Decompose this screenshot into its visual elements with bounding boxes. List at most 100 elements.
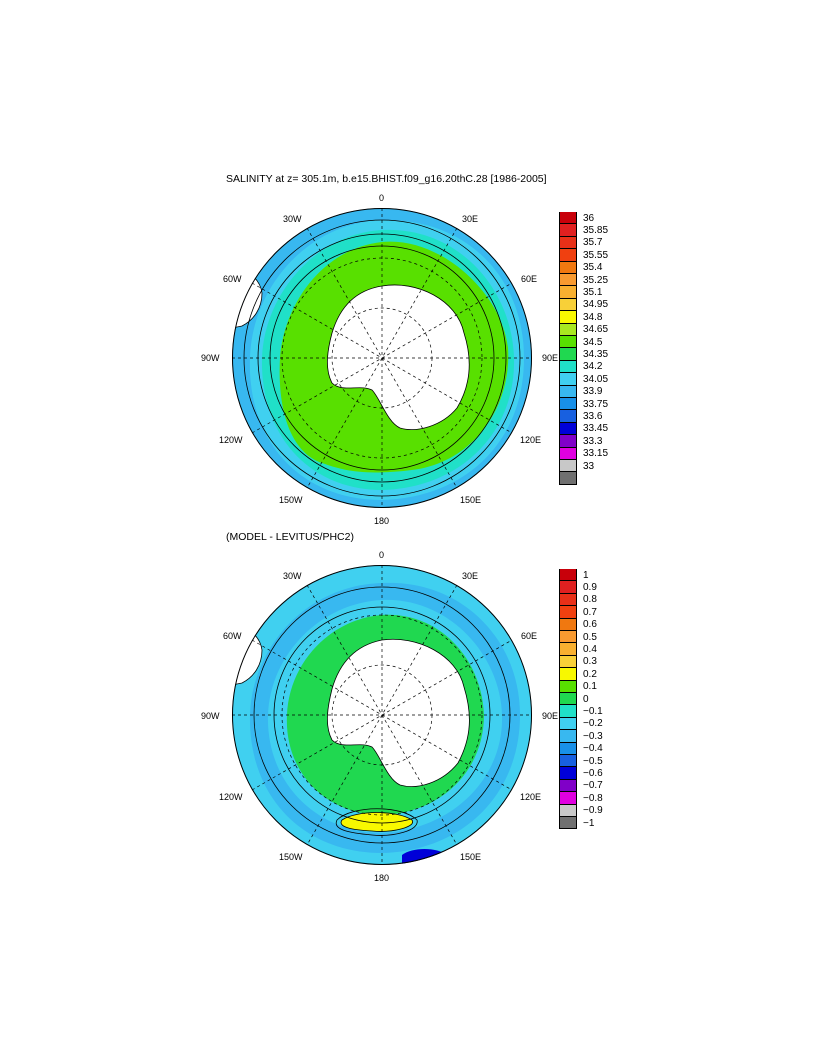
colorbar-box (560, 581, 576, 594)
colorbar-level-label: 0.7 (583, 606, 597, 618)
colorbar-box (560, 569, 576, 582)
colorbar-level-label: 0.4 (583, 643, 597, 655)
colorbar-level-label: 34.35 (583, 348, 609, 360)
map2-lon-60w: 60W (223, 631, 242, 641)
map2-positive-anomaly (340, 812, 413, 832)
map1-lon-90e: 90E (542, 353, 559, 363)
colorbar-level-label: 0.3 (583, 656, 597, 668)
colorbar-box (560, 631, 576, 644)
colorbar-level-label: 33.6 (583, 410, 603, 422)
colorbar-box (560, 249, 576, 262)
map2-lon-60e: 60E (521, 631, 538, 641)
colorbar-level-label: 0.6 (583, 619, 597, 631)
colorbar-box (560, 693, 576, 706)
colorbar-box (560, 618, 576, 631)
colorbar-level-label: −0.5 (583, 755, 603, 767)
colorbar-box (560, 792, 576, 805)
colorbar-level-label: 34.8 (583, 311, 603, 323)
colorbar-box (560, 817, 576, 830)
map1-lon-60w: 60W (223, 274, 242, 284)
colorbar-box (560, 336, 576, 349)
map2-lon-150e: 150E (460, 852, 482, 862)
colorbar-level-label: 0.8 (583, 594, 597, 606)
colorbar-box (560, 460, 576, 473)
map2-antarctica (327, 638, 470, 787)
colorbar-level-label: 35.7 (583, 237, 603, 249)
colorbar-box (560, 593, 576, 607)
colorbar-box (560, 286, 576, 299)
colorbar-box (560, 348, 576, 361)
colorbar-level-label: 33.45 (583, 423, 609, 435)
map2-lon-30w: 30W (283, 571, 302, 581)
colorbar-box (560, 680, 576, 693)
colorbar-level-label: 35.25 (583, 274, 609, 286)
colorbar-level-label: 35.85 (583, 224, 609, 236)
colorbar-level-label: −0.3 (583, 730, 603, 742)
colorbar-box (560, 373, 576, 386)
colorbar-box (560, 274, 576, 287)
map2-lon-150w: 150W (279, 852, 303, 862)
map1-lon-180: 180 (374, 516, 390, 526)
map2-polar-plot (232, 565, 532, 865)
colorbar-level-label: 34.65 (583, 324, 609, 336)
colorbar-box (560, 236, 576, 250)
colorbar-level-label: 0 (583, 693, 589, 705)
map2-title: (MODEL - LEVITUS/PHC2) (226, 531, 354, 543)
colorbar-box (560, 410, 576, 423)
map1-lon-150w: 150W (279, 495, 303, 505)
colorbar-box (560, 730, 576, 743)
colorbar-box (560, 705, 576, 718)
colorbar-box (560, 261, 576, 274)
colorbar-box (560, 655, 576, 669)
colorbar-level-label: −0.9 (583, 805, 603, 817)
map1-title: SALINITY at z= 305.1m, b.e15.BHIST.f09_g… (226, 173, 547, 185)
colorbar-box (560, 435, 576, 448)
colorbar-box (560, 298, 576, 312)
colorbar-level-label: 34.2 (583, 361, 603, 373)
map1-lon-60e: 60E (521, 274, 538, 284)
colorbar-level-label: 35.4 (583, 262, 603, 274)
colorbar-level-label: −0.2 (583, 718, 603, 730)
colorbar-level-label: 33.15 (583, 448, 609, 460)
colorbar-level-label: −0.8 (583, 792, 603, 804)
colorbar-level-label: 33.9 (583, 386, 603, 398)
colorbar-box (560, 779, 576, 793)
colorbar-level-label: 1 (583, 569, 589, 581)
colorbar-level-label: 35.1 (583, 286, 603, 298)
map1-lon-0: 0 (379, 193, 385, 203)
colorbar-level-label: 0.9 (583, 581, 597, 593)
colorbar-box (560, 742, 576, 755)
colorbar-box (560, 606, 576, 619)
colorbar-box (560, 804, 576, 817)
colorbar-box (560, 755, 576, 768)
colorbar-box (560, 472, 576, 485)
map1-lon-90w: 90W (201, 353, 220, 363)
colorbar-level-label: −0.7 (583, 780, 603, 792)
colorbar-level-label: 34.05 (583, 373, 609, 385)
map1-lon-30e: 30E (462, 214, 479, 224)
map1-lon-120w: 120W (219, 435, 243, 445)
map2-lon-0: 0 (379, 550, 385, 560)
colorbar-box (560, 360, 576, 374)
colorbar-level-label: 34.95 (583, 299, 609, 311)
colorbar-box (560, 643, 576, 656)
colorbar-level-label: 33 (583, 460, 595, 472)
colorbar-level-label: −0.6 (583, 767, 603, 779)
colorbar-level-label: 33.3 (583, 435, 603, 447)
colorbar-box (560, 224, 576, 237)
map1-lon-30w: 30W (283, 214, 302, 224)
map1-lon-150e: 150E (460, 495, 482, 505)
colorbar-box (560, 212, 576, 225)
colorbar-box (560, 717, 576, 731)
map2-lon-90e: 90E (542, 711, 559, 721)
colorbar-level-label: −1 (583, 817, 595, 829)
colorbar-box (560, 311, 576, 324)
colorbar-frame (559, 569, 577, 830)
map2-lon-120e: 120E (520, 792, 542, 802)
map1-polar-plot (232, 208, 532, 508)
colorbar-level-label: 36 (583, 212, 595, 224)
colorbar-box (560, 422, 576, 436)
colorbar-level-label: 35.55 (583, 249, 609, 261)
colorbar-box (560, 447, 576, 460)
map2-lon-90w: 90W (201, 711, 220, 721)
